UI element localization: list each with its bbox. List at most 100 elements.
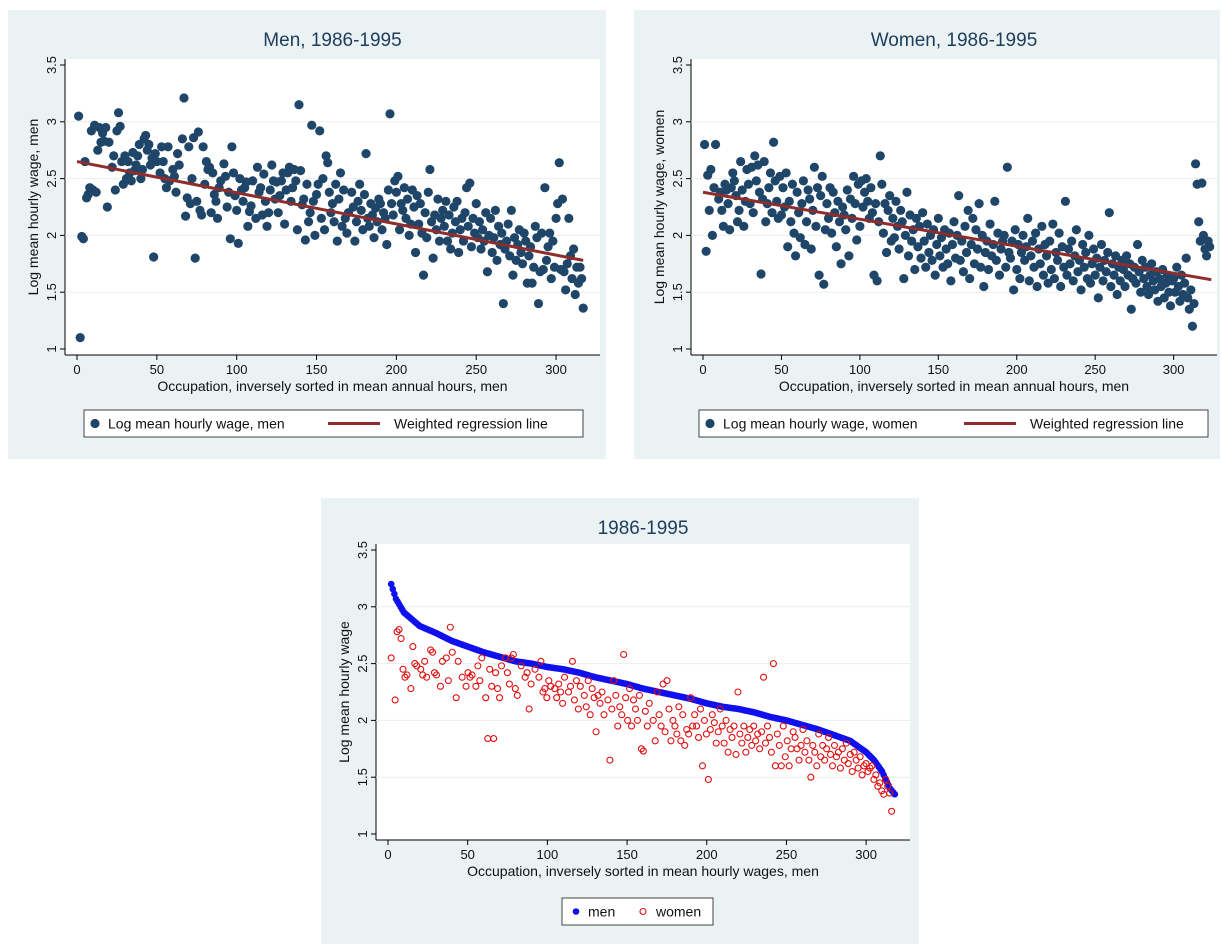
data-point-women bbox=[758, 728, 766, 736]
data-point bbox=[933, 213, 943, 223]
data-point bbox=[220, 171, 231, 181]
data-point bbox=[1041, 251, 1052, 261]
data-point bbox=[337, 221, 347, 231]
x-tick-label: 250 bbox=[776, 847, 798, 862]
chart-women: Women, 1986-1995 1 1.5 2 2.5 3 3.5 0 50 100 150 200… bbox=[651, 30, 1217, 438]
data-point bbox=[578, 303, 588, 313]
x-tick-label: 200 bbox=[1006, 362, 1028, 377]
data-point bbox=[287, 183, 298, 193]
data-point bbox=[930, 270, 940, 280]
data-point-women bbox=[876, 779, 884, 787]
data-point-women bbox=[826, 750, 835, 759]
data-point bbox=[562, 259, 572, 269]
data-point bbox=[294, 100, 304, 110]
x-tick-label: 100 bbox=[226, 362, 248, 377]
data-point-women bbox=[708, 711, 716, 719]
legend-label-line: Weighted regression line bbox=[1030, 416, 1184, 432]
data-point-women bbox=[403, 671, 411, 679]
data-point-women bbox=[750, 722, 758, 730]
x-tick-label: 250 bbox=[1084, 362, 1106, 377]
data-point bbox=[894, 244, 904, 254]
data-point bbox=[545, 228, 555, 238]
data-point bbox=[243, 221, 253, 231]
data-point-women bbox=[531, 665, 539, 673]
data-point-women bbox=[730, 722, 738, 730]
data-point bbox=[104, 137, 114, 147]
data-point bbox=[460, 208, 470, 218]
data-point bbox=[466, 242, 477, 252]
data-point bbox=[256, 183, 266, 193]
data-point-women bbox=[523, 669, 531, 677]
data-point-women bbox=[836, 764, 844, 772]
data-point bbox=[924, 247, 934, 258]
data-point bbox=[564, 213, 574, 223]
data-point bbox=[264, 208, 274, 218]
data-point bbox=[729, 176, 739, 186]
data-point bbox=[279, 219, 290, 229]
data-point-women bbox=[886, 789, 894, 797]
data-point bbox=[548, 236, 558, 246]
data-point-women bbox=[553, 694, 561, 702]
data-point bbox=[311, 189, 322, 200]
data-point bbox=[983, 264, 994, 275]
data-point bbox=[994, 270, 1005, 280]
data-point bbox=[540, 183, 550, 193]
data-point-women bbox=[462, 682, 470, 690]
x-tick-label: 150 bbox=[927, 362, 949, 377]
data-point bbox=[225, 234, 235, 244]
data-point-women bbox=[442, 654, 450, 662]
data-point-women bbox=[539, 688, 547, 696]
data-point-women bbox=[604, 696, 612, 704]
data-point-women bbox=[850, 748, 858, 756]
data-point-women bbox=[716, 705, 724, 713]
data-point bbox=[935, 251, 945, 261]
data-point-women bbox=[618, 711, 626, 719]
data-point-women bbox=[858, 771, 866, 779]
chart-combined: 1986-1995 1 1.5 2 2.5 3 3.5 0 50 100 150 200 250 300 O… bbox=[336, 518, 910, 926]
data-point bbox=[790, 251, 801, 261]
data-point bbox=[958, 267, 969, 277]
data-point bbox=[814, 270, 824, 280]
data-point bbox=[819, 279, 829, 289]
data-point bbox=[797, 198, 807, 209]
data-point bbox=[866, 183, 876, 193]
data-point-women bbox=[444, 677, 452, 685]
data-point-women bbox=[616, 703, 624, 711]
data-point bbox=[903, 251, 914, 261]
data-point bbox=[324, 187, 334, 197]
data-point bbox=[1026, 251, 1036, 261]
data-point-women bbox=[407, 685, 415, 693]
data-point-women bbox=[419, 671, 427, 679]
data-point bbox=[954, 191, 964, 201]
data-point bbox=[936, 233, 947, 243]
data-point-women bbox=[391, 696, 399, 704]
data-point bbox=[152, 156, 162, 167]
data-point-women bbox=[622, 694, 630, 702]
data-point bbox=[809, 162, 819, 172]
data-point bbox=[728, 168, 738, 178]
data-point bbox=[765, 168, 776, 178]
data-point-women bbox=[657, 722, 665, 730]
data-point-women bbox=[752, 737, 760, 745]
data-point bbox=[850, 198, 860, 209]
data-point bbox=[1201, 251, 1212, 261]
data-point bbox=[897, 217, 907, 227]
data-point bbox=[455, 225, 465, 235]
data-point-women bbox=[828, 762, 837, 770]
data-point-women bbox=[472, 682, 480, 690]
data-point-women bbox=[854, 764, 862, 772]
data-point-women bbox=[878, 787, 886, 795]
data-point bbox=[759, 156, 769, 167]
data-point-women bbox=[497, 662, 506, 670]
data-point-women bbox=[712, 739, 720, 747]
data-point bbox=[383, 185, 393, 195]
data-point-women bbox=[592, 728, 600, 736]
data-point bbox=[208, 168, 218, 178]
data-point bbox=[889, 233, 899, 243]
data-point bbox=[751, 176, 761, 186]
data-point bbox=[767, 208, 777, 218]
data-point bbox=[844, 251, 854, 261]
data-point-women bbox=[610, 677, 618, 685]
data-point-women bbox=[803, 737, 811, 745]
data-point bbox=[1104, 208, 1114, 218]
